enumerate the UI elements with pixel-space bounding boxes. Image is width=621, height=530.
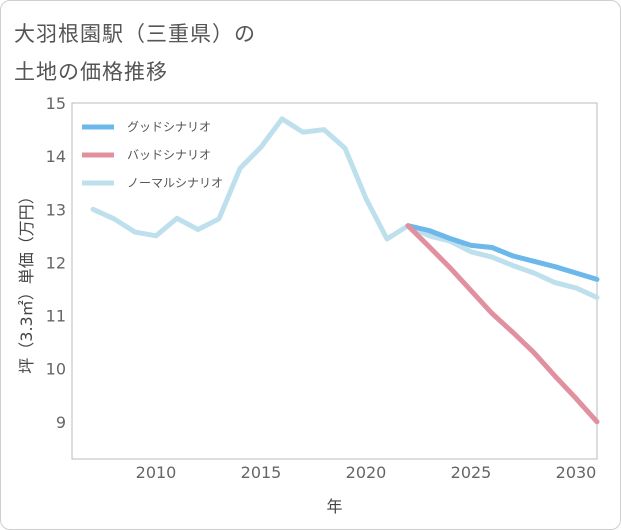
plot-area <box>71 102 598 460</box>
chart-title-line-1: 大羽根園駅（三重県）の <box>14 22 256 46</box>
y-tick-label: 12 <box>46 253 66 272</box>
series-layer <box>90 116 600 425</box>
y-tick-label: 11 <box>46 307 66 326</box>
y-tick-label: 15 <box>46 94 66 113</box>
y-tick-label: 13 <box>46 200 66 219</box>
x-tick-label: 2025 <box>451 463 492 482</box>
chart-title-line-2: 土地の価格推移 <box>14 60 168 84</box>
tick-layer: 2010 2015 2020 2025 2030 9 10 11 12 13 14 15 <box>46 94 597 482</box>
y-axis-label: 坪（3.3㎡）単価（万円） <box>17 188 36 373</box>
y-tick-label: 9 <box>56 413 66 432</box>
legend-label-1: バッドシナリオ <box>127 148 211 162</box>
x-axis-label: 年 <box>326 497 342 516</box>
x-tick-label: 2020 <box>346 463 387 482</box>
legend-label-0: グッドシナリオ <box>127 120 211 134</box>
series-line-1 <box>405 223 600 425</box>
x-tick-label: 2015 <box>241 463 282 482</box>
series-line-2 <box>90 116 600 300</box>
y-tick-label: 14 <box>46 147 66 166</box>
x-tick-label: 2010 <box>136 463 177 482</box>
y-tick-label: 10 <box>46 360 66 379</box>
x-tick-label: 2030 <box>556 463 597 482</box>
legend-label-2: ノーマルシナリオ <box>127 176 223 190</box>
series-line-0 <box>405 223 600 282</box>
